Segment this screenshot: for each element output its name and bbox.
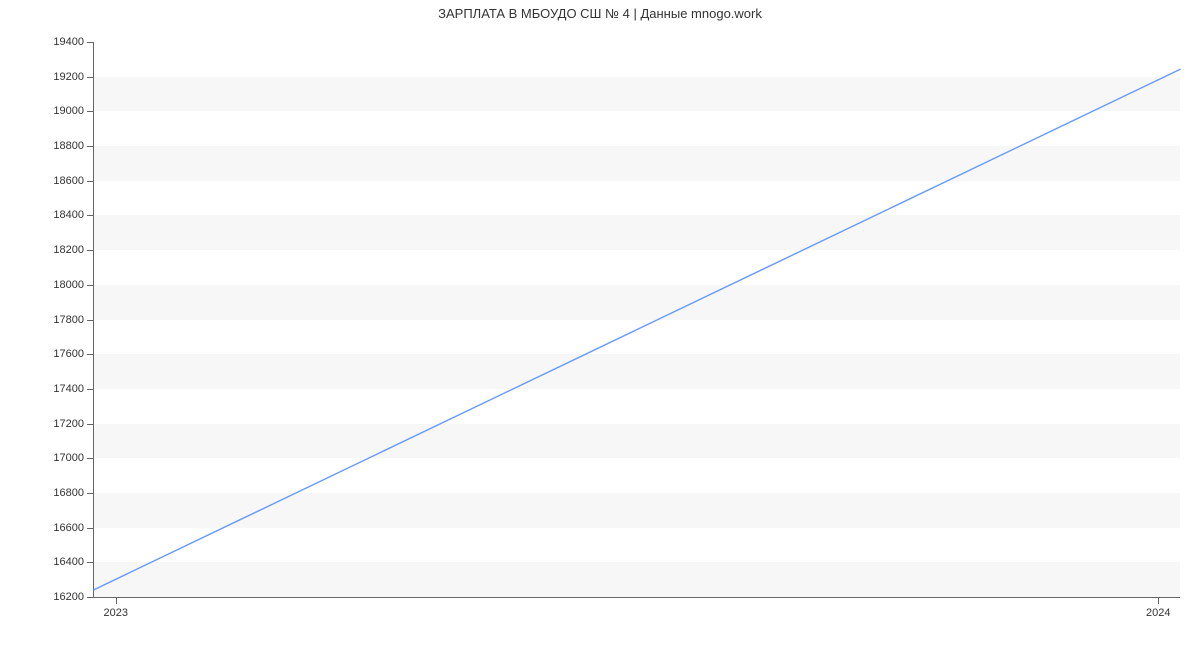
y-tick-label: 19200	[53, 71, 84, 83]
y-tick-mark	[87, 562, 93, 563]
y-tick-label: 17200	[53, 418, 84, 430]
y-tick-mark	[87, 250, 93, 251]
y-tick-label: 17000	[53, 452, 84, 464]
x-tick-mark	[1158, 598, 1159, 604]
y-tick-mark	[87, 320, 93, 321]
y-tick-mark	[87, 215, 93, 216]
y-tick-mark	[87, 389, 93, 390]
y-tick-label: 19400	[53, 36, 84, 48]
y-tick-label: 16200	[53, 591, 84, 603]
y-tick-mark	[87, 111, 93, 112]
y-tick-mark	[87, 42, 93, 43]
y-tick-mark	[87, 77, 93, 78]
y-tick-label: 17400	[53, 383, 84, 395]
y-tick-label: 18200	[53, 244, 84, 256]
y-tick-label: 19000	[53, 105, 84, 117]
y-tick-mark	[87, 528, 93, 529]
y-tick-label: 17800	[53, 314, 84, 326]
y-tick-mark	[87, 424, 93, 425]
y-tick-mark	[87, 285, 93, 286]
chart-container: ЗАРПЛАТА В МБОУДО СШ № 4 | Данные mnogo.…	[0, 0, 1200, 650]
y-tick-mark	[87, 493, 93, 494]
line-series-layer	[94, 42, 1180, 597]
y-tick-label: 16600	[53, 522, 84, 534]
y-tick-label: 16800	[53, 487, 84, 499]
y-tick-mark	[87, 181, 93, 182]
y-tick-label: 18000	[53, 279, 84, 291]
y-tick-mark	[87, 458, 93, 459]
plot-area: 1620016400166001680017000172001740017600…	[94, 42, 1180, 597]
x-tick-label: 2024	[1146, 607, 1170, 619]
x-axis-line	[93, 597, 1180, 598]
y-tick-label: 18400	[53, 209, 84, 221]
y-tick-label: 18800	[53, 140, 84, 152]
series-line	[94, 69, 1180, 589]
x-tick-mark	[116, 598, 117, 604]
y-tick-mark	[87, 354, 93, 355]
y-tick-label: 18600	[53, 175, 84, 187]
y-tick-mark	[87, 597, 93, 598]
y-tick-mark	[87, 146, 93, 147]
x-tick-label: 2023	[103, 607, 127, 619]
chart-title: ЗАРПЛАТА В МБОУДО СШ № 4 | Данные mnogo.…	[0, 6, 1200, 21]
y-tick-label: 17600	[53, 348, 84, 360]
y-tick-label: 16400	[53, 556, 84, 568]
